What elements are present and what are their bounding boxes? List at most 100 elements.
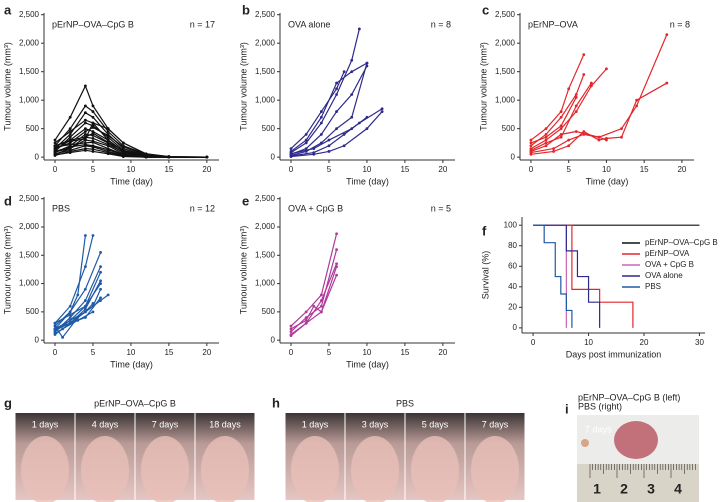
point [99,296,102,300]
y-tick-label: 2,500 [255,194,276,203]
point [99,299,102,302]
y-tick-label: 2,000 [495,38,516,47]
point [91,301,95,305]
ruler [577,464,699,502]
survival-line [533,224,634,328]
point [106,130,110,133]
point [665,33,669,37]
x-tick-label: 15 [164,348,173,357]
point [68,130,72,133]
photo-title: PBS [396,398,414,408]
point [76,318,80,322]
point [335,93,338,96]
point [342,144,346,148]
point [335,127,338,131]
ruler-number: 1 [593,481,601,497]
point [68,313,72,317]
x-axis-label: Days post immunization [566,349,662,359]
n-label: n = 8 [431,19,451,29]
photo-caption: 7 days [152,419,179,429]
point [620,135,623,139]
point [582,132,586,136]
survival-line [533,224,573,328]
n-label: n = 5 [431,203,451,213]
point [83,104,87,108]
x-tick-label: 20 [640,338,649,347]
mouse-body [21,436,69,502]
y-axis-label: Tumour volume (mm³) [238,42,248,131]
point [529,144,533,148]
point [99,270,102,274]
point [304,147,308,151]
y-tick-label: 2,500 [495,10,516,19]
y-tick-label: 500 [502,124,516,133]
photo-caption: 3 days [362,419,389,429]
point [304,138,308,142]
point [529,138,533,142]
x-tick-label: 10 [126,165,135,174]
point [319,121,323,125]
point [91,121,95,125]
point [335,81,338,85]
point [365,115,369,119]
y-tick-label: 2,500 [255,10,276,19]
point [335,110,338,113]
point [335,232,338,236]
y-tick-label: 2,000 [19,38,40,47]
point [99,282,102,285]
point [304,310,308,314]
x-tick-label: 10 [584,338,593,347]
y-tick-label: 500 [262,307,276,316]
y-tick-label: 1,000 [19,95,40,104]
y-tick-label: 0 [35,335,40,344]
x-tick-label: 0 [53,165,58,174]
point [121,141,125,145]
point [76,293,80,297]
point [589,84,593,88]
point [335,262,338,266]
point [567,144,571,148]
point [589,81,593,85]
mouse-body [291,436,339,502]
y-tick-label: 80 [508,241,517,250]
point [574,104,578,108]
y-tick-label: 20 [508,302,517,311]
point [83,118,87,122]
y-tick-label: 0 [513,323,518,332]
x-tick-label: 0 [531,338,536,347]
point [68,316,72,319]
x-tick-label: 20 [438,165,447,174]
point [319,299,323,302]
x-tick-label: 20 [677,165,686,174]
point [91,134,95,137]
panel-label: a [4,2,12,17]
panel-title: OVA + CpG B [288,203,343,213]
y-tick-label: 2,000 [255,38,276,47]
tumour-line [54,283,102,324]
point [53,144,57,148]
point [91,147,95,151]
tumour-line [530,34,668,154]
point [289,147,293,151]
x-tick-label: 5 [566,165,571,174]
ruler-number: 3 [647,481,655,497]
mouse-body [81,436,129,502]
point [83,287,87,291]
photo-note: pErNP–OVA–CpG B (left) [578,392,680,402]
y-tick-label: 1,500 [495,67,516,76]
point [319,310,323,314]
mouse-body [141,436,189,502]
x-tick-label: 15 [640,165,649,174]
point [552,147,555,151]
survival-line [533,224,601,328]
point [635,104,639,108]
point [68,127,72,131]
point [350,70,354,74]
tumour-line [290,111,383,158]
point [91,104,95,108]
point [289,324,293,328]
point [335,87,338,91]
point [574,93,578,96]
point [106,293,110,297]
